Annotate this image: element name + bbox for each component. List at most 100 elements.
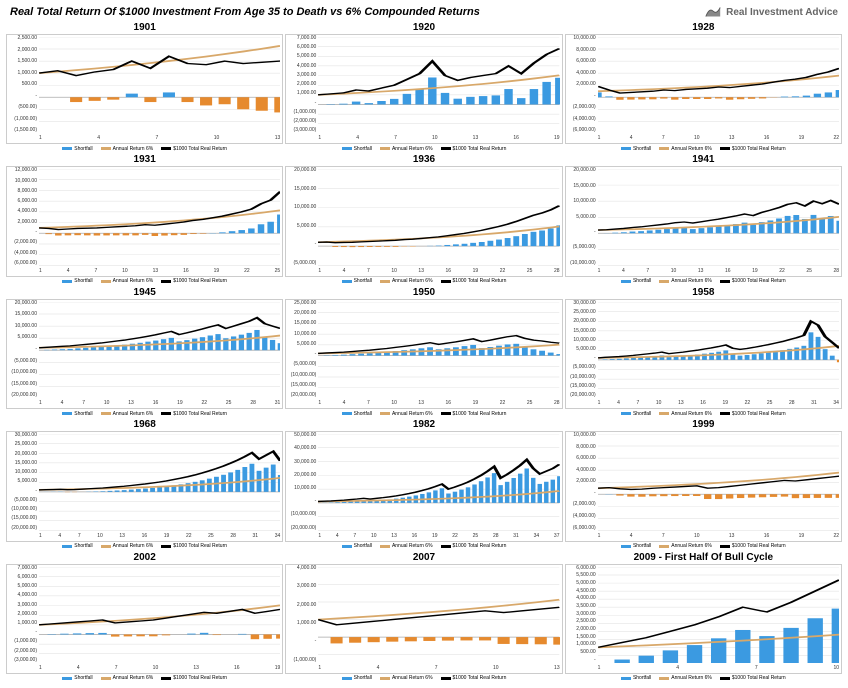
chart-panel: 194120,000.0015,000.0010,000.005,000.00-… bbox=[565, 154, 842, 284]
legend-real: $1000 Total Real Return bbox=[441, 278, 507, 284]
chart-panel: 198250,000.0040,000.0030,000.0020,000.00… bbox=[285, 419, 562, 549]
legend-shortfall: Shortfall bbox=[62, 146, 92, 152]
x-axis-labels: 1471013161922 bbox=[598, 135, 839, 143]
legend-annual: Annual Return 6% bbox=[101, 146, 154, 152]
legend-annual: Annual Return 6% bbox=[659, 543, 712, 549]
chart-area: 7,000.006,000.005,000.004,000.003,000.00… bbox=[6, 564, 283, 674]
chart-area: 30,000.0025,000.0020,000.0015,000.0010,0… bbox=[565, 299, 842, 409]
panel-title: 1958 bbox=[565, 287, 842, 299]
legend-shortfall: Shortfall bbox=[62, 543, 92, 549]
page-title: Real Total Return Of $1000 Investment Fr… bbox=[10, 6, 480, 18]
plot-area bbox=[598, 37, 839, 133]
chart-panel: 192810,000.008,000.006,000.004,000.002,0… bbox=[565, 22, 842, 152]
panel-title: 1999 bbox=[565, 419, 842, 431]
x-axis-labels: 1471013 bbox=[39, 135, 280, 143]
chart-legend: ShortfallAnnual Return 6%$1000 Total Rea… bbox=[565, 542, 842, 550]
panel-title: 1982 bbox=[285, 419, 562, 431]
brand-text: Real Investment Advice bbox=[726, 7, 838, 18]
x-axis-labels: 14710131619222528313437 bbox=[318, 533, 559, 541]
legend-shortfall: Shortfall bbox=[621, 543, 651, 549]
chart-area: 20,000.0015,000.0010,000.005,000.00-(5,0… bbox=[565, 166, 842, 276]
chart-area: 20,000.0015,000.0010,000.005,000.00-(5,0… bbox=[6, 299, 283, 409]
y-axis-labels: 2,500.002,000.001,500.001,000.00500.00-(… bbox=[7, 35, 39, 133]
panel-title: 1945 bbox=[6, 287, 283, 299]
chart-legend: ShortfallAnnual Return 6%$1000 Total Rea… bbox=[285, 144, 562, 152]
plot-area bbox=[39, 169, 280, 265]
x-axis-labels: 14710131619222528 bbox=[318, 268, 559, 276]
chart-panel: 199910,000.008,000.006,000.004,000.002,0… bbox=[565, 419, 842, 549]
y-axis-labels: 4,000.003,000.002,000.001,000.00-(1,000.… bbox=[286, 565, 318, 663]
chart-legend: Shortfall Annual Return 6% $1000 Total Rea… bbox=[6, 144, 283, 152]
panel-title: 1920 bbox=[285, 22, 562, 34]
legend-shortfall: Shortfall bbox=[62, 278, 92, 284]
legend-annual: Annual Return 6% bbox=[380, 411, 433, 417]
panel-title: 1928 bbox=[565, 22, 842, 34]
chart-grid: 19012,500.002,000.001,500.001,000.00500.… bbox=[0, 22, 848, 686]
y-axis-labels: 20,000.0015,000.0010,000.005,000.00-(5,0… bbox=[7, 300, 39, 398]
plot-area bbox=[598, 567, 839, 663]
chart-area: 10,000.008,000.006,000.004,000.002,000.0… bbox=[565, 431, 842, 541]
plot-area bbox=[598, 434, 839, 530]
panel-title: 2002 bbox=[6, 552, 283, 564]
legend-shortfall: Shortfall bbox=[621, 411, 651, 417]
legend-annual: Annual Return 6% bbox=[380, 278, 433, 284]
legend-shortfall: Shortfall bbox=[342, 543, 372, 549]
chart-legend: ShortfallAnnual Return 6%$1000 Total Rea… bbox=[565, 277, 842, 285]
y-axis-labels: 7,000.006,000.005,000.004,000.003,000.00… bbox=[7, 565, 39, 663]
chart-legend: ShortfallAnnual Return 6%$1000 Total Rea… bbox=[6, 542, 283, 550]
legend-annual: Annual Return 6% bbox=[659, 146, 712, 152]
plot-area bbox=[39, 302, 280, 398]
y-axis-labels: 50,000.0040,000.0030,000.0020,000.0010,0… bbox=[286, 432, 318, 530]
legend-shortfall: Shortfall bbox=[621, 146, 651, 152]
y-axis-labels: 7,000.006,000.005,000.004,000.003,000.00… bbox=[286, 35, 318, 133]
chart-area: 50,000.0040,000.0030,000.0020,000.0010,0… bbox=[285, 431, 562, 541]
brand-logo-icon bbox=[704, 5, 722, 19]
chart-panel: 2009 - First Half Of Bull Cycle6,000.005… bbox=[565, 552, 842, 682]
legend-real: $1000 Total Real Return bbox=[161, 543, 227, 549]
chart-legend: ShortfallAnnual Return 6%$1000 Total Rea… bbox=[565, 144, 842, 152]
legend-annual: Annual Return 6% bbox=[659, 278, 712, 284]
chart-legend: ShortfallAnnual Return 6%$1000 Total Rea… bbox=[285, 409, 562, 417]
legend-annual: Annual Return 6% bbox=[380, 146, 433, 152]
chart-legend: ShortfallAnnual Return 6%$1000 Total Rea… bbox=[285, 277, 562, 285]
x-axis-labels: 1471013161922 bbox=[598, 533, 839, 541]
chart-area: 4,000.003,000.002,000.001,000.00-(1,000.… bbox=[285, 564, 562, 674]
panel-title: 1950 bbox=[285, 287, 562, 299]
plot-area bbox=[318, 567, 559, 663]
panel-title: 1901 bbox=[6, 22, 283, 34]
chart-area: 6,000.005,500.005,000.004,500.004,000.00… bbox=[565, 564, 842, 674]
chart-area: 7,000.006,000.005,000.004,000.003,000.00… bbox=[285, 34, 562, 144]
chart-area: 2,500.002,000.001,500.001,000.00500.00-(… bbox=[6, 34, 283, 144]
legend-real: $1000 Total Real Return bbox=[161, 146, 227, 152]
plot-area bbox=[39, 567, 280, 663]
chart-legend: ShortfallAnnual Return 6%$1000 Total Rea… bbox=[565, 409, 842, 417]
panel-title: 1968 bbox=[6, 419, 283, 431]
chart-area: 20,000.0015,000.0010,000.005,000.00-(5,0… bbox=[285, 166, 562, 276]
chart-legend: ShortfallAnnual Return 6%$1000 Total Rea… bbox=[285, 542, 562, 550]
x-axis-labels: 1471013161922252831 bbox=[39, 400, 280, 408]
plot-area bbox=[598, 169, 839, 265]
y-axis-labels: 12,000.0010,000.008,000.006,000.004,000.… bbox=[7, 167, 39, 265]
chart-panel: 20027,000.006,000.005,000.004,000.003,00… bbox=[6, 552, 283, 682]
x-axis-labels: 147101316192225 bbox=[39, 268, 280, 276]
y-axis-labels: 30,000.0025,000.0020,000.0015,000.0010,0… bbox=[7, 432, 39, 530]
y-axis-labels: 30,000.0025,000.0020,000.0015,000.0010,0… bbox=[566, 300, 598, 398]
plot-area bbox=[318, 37, 559, 133]
plot-area bbox=[598, 302, 839, 398]
chart-legend: ShortfallAnnual Return 6%$1000 Total Rea… bbox=[6, 409, 283, 417]
legend-shortfall: Shortfall bbox=[621, 675, 651, 681]
chart-legend: ShortfallAnnual Return 6%$1000 Total Rea… bbox=[6, 674, 283, 682]
legend-annual: Annual Return 6% bbox=[659, 675, 712, 681]
chart-panel: 195830,000.0025,000.0020,000.0015,000.00… bbox=[565, 287, 842, 417]
chart-panel: 194520,000.0015,000.0010,000.005,000.00-… bbox=[6, 287, 283, 417]
y-axis-labels: 20,000.0015,000.0010,000.005,000.00-(5,0… bbox=[286, 167, 318, 265]
legend-real: $1000 Total Real Return bbox=[441, 411, 507, 417]
legend-shortfall: Shortfall bbox=[62, 675, 92, 681]
legend-real: $1000 Total Real Return bbox=[720, 278, 786, 284]
plot-area bbox=[318, 434, 559, 530]
legend-annual: Annual Return 6% bbox=[380, 675, 433, 681]
panel-title: 2009 - First Half Of Bull Cycle bbox=[565, 552, 842, 564]
chart-panel: 19207,000.006,000.005,000.004,000.003,00… bbox=[285, 22, 562, 152]
legend-annual: Annual Return 6% bbox=[380, 543, 433, 549]
y-axis-labels: 20,000.0015,000.0010,000.005,000.00-(5,0… bbox=[566, 167, 598, 265]
